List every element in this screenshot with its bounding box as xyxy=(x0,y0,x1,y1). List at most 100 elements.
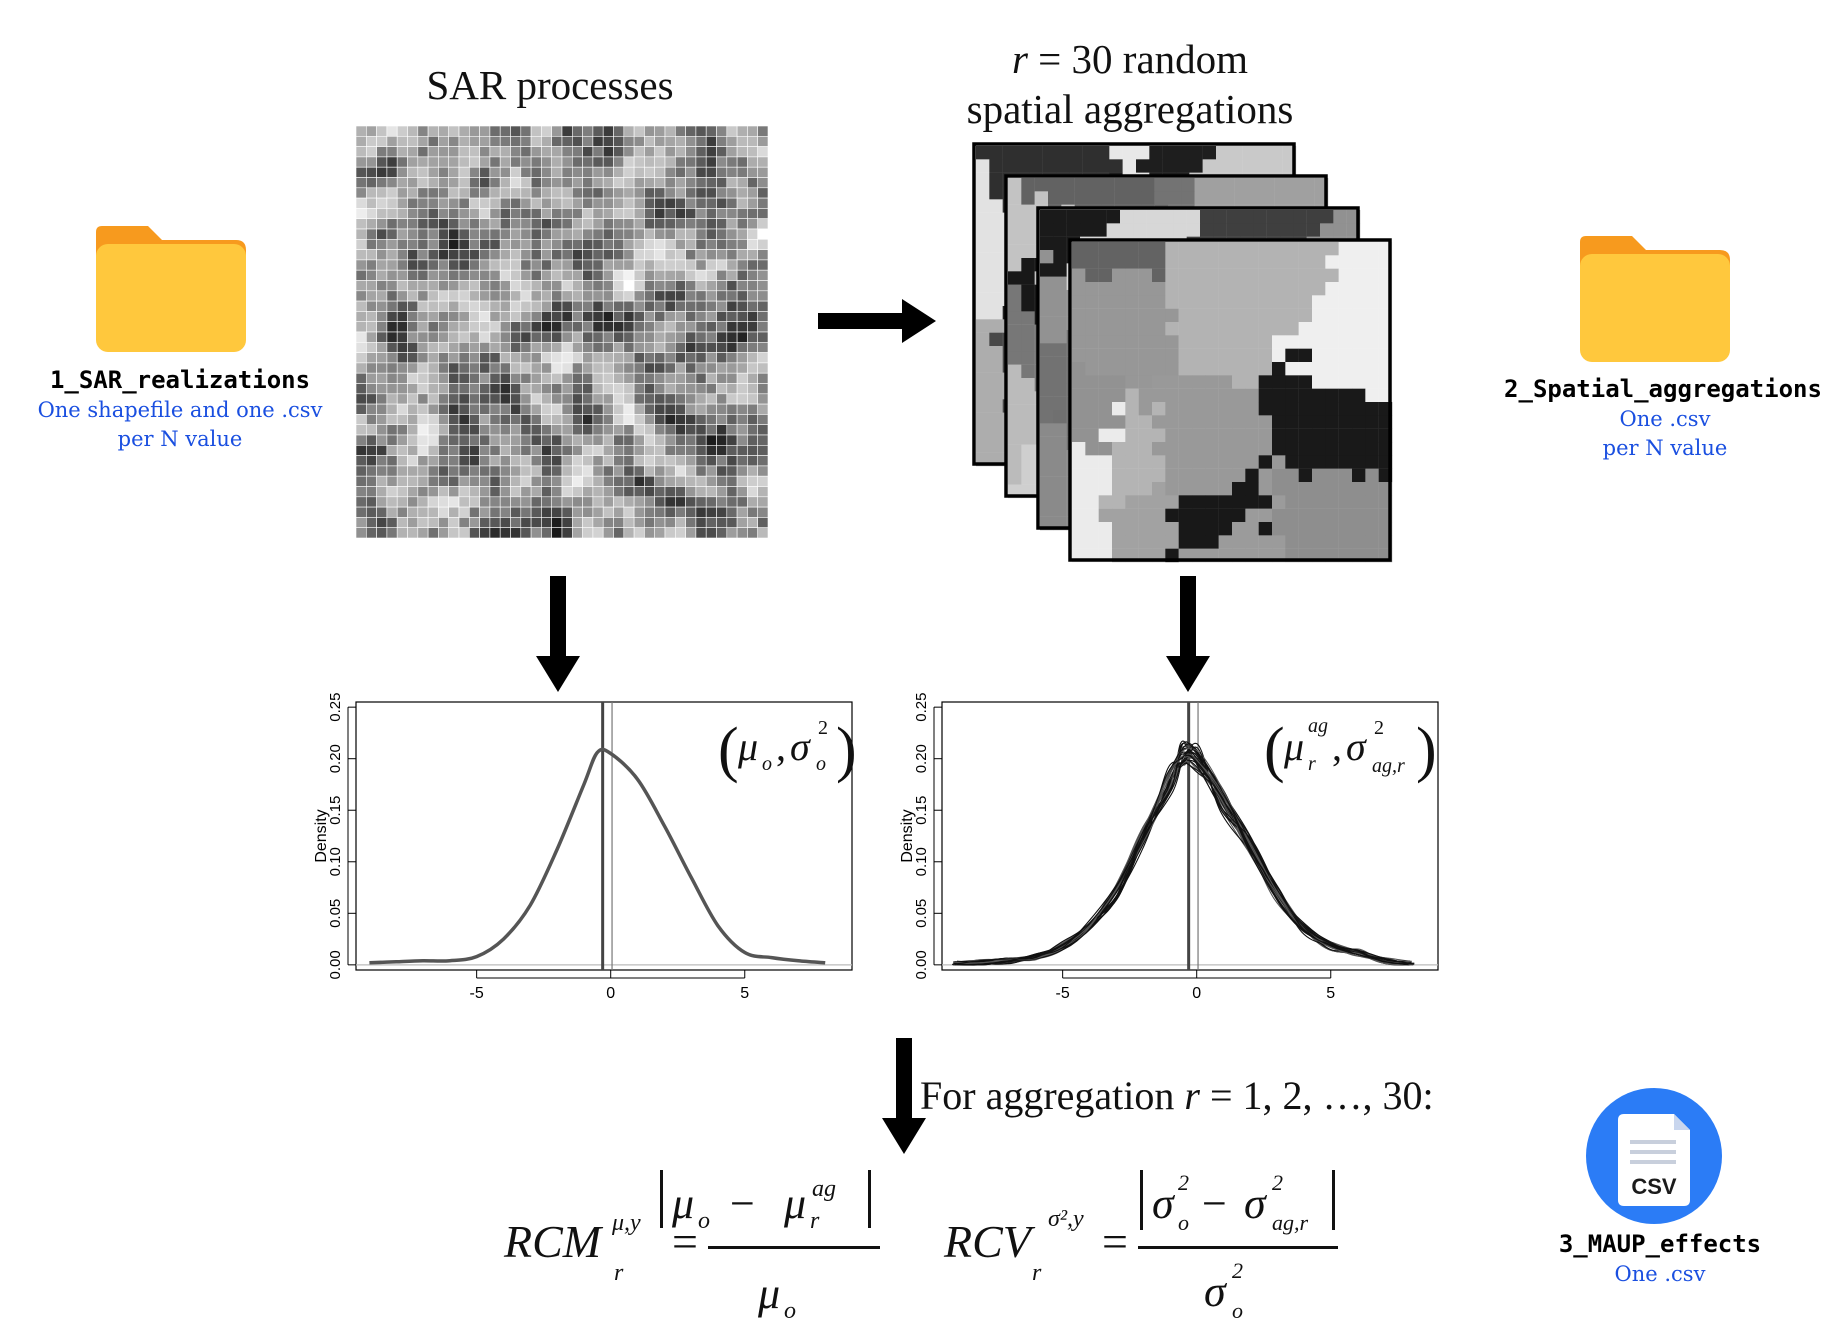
svg-text:(: ( xyxy=(1264,716,1285,784)
chart-annotation: ()μ o, σ 2o xyxy=(718,716,857,784)
svg-text:ag: ag xyxy=(1308,715,1328,737)
svg-text:−: − xyxy=(730,1179,755,1228)
formula-name: RCM xyxy=(503,1216,604,1267)
svg-text:μ: μ xyxy=(783,1179,806,1228)
arrow-down-icon xyxy=(1166,576,1210,692)
y-tick-label: 0.20 xyxy=(327,744,344,773)
formula-rcv: RCV σ²,y r σ 2 o σ 2 ag,r σ 2 o = − xyxy=(943,1170,1338,1323)
svg-text:2: 2 xyxy=(1232,1258,1243,1283)
folder-name-maup-effects: 3_MAUP_effects xyxy=(1558,1230,1762,1258)
formula-rcm: RCM μ,y r μ o μ r ag μ o = − xyxy=(503,1170,880,1324)
svg-text:o: o xyxy=(1232,1298,1243,1323)
x-tick-label: -5 xyxy=(470,985,484,1002)
y-tick-label: 0.05 xyxy=(327,899,344,928)
svg-text:σ: σ xyxy=(1204,1267,1228,1316)
y-tick-label: 0.10 xyxy=(913,847,930,876)
aggregation-map-stack xyxy=(972,142,1393,563)
csv-file-icon: CSV xyxy=(1586,1088,1722,1224)
folder-description: One .csv per N value xyxy=(1500,405,1830,463)
svg-text:=: = xyxy=(672,1216,698,1267)
arrow-down-icon xyxy=(882,1038,926,1154)
svg-text:): ) xyxy=(836,716,857,784)
y-tick-label: 0.05 xyxy=(913,899,930,928)
svg-text:μ: μ xyxy=(1283,724,1304,769)
formula-superscript: σ²,y xyxy=(1048,1206,1084,1232)
density-curve xyxy=(952,749,1409,966)
aggregation-map xyxy=(1068,238,1393,563)
aggregations-heading-text: = 30 random xyxy=(1027,36,1249,82)
density-curve xyxy=(369,747,826,965)
y-axis-label: Density xyxy=(313,809,330,862)
density-curve xyxy=(958,753,1414,966)
svg-text:o: o xyxy=(1178,1210,1189,1235)
svg-text:,: , xyxy=(776,724,786,769)
svg-text:o: o xyxy=(762,753,772,775)
folder-description-line: One .csv xyxy=(1619,407,1711,431)
svg-text:o: o xyxy=(784,1298,796,1324)
loop-caption: For aggregation r = 1, 2, …, 30: xyxy=(920,1072,1480,1119)
svg-text:σ: σ xyxy=(1346,724,1367,769)
aggregations-heading-line2: spatial aggregations xyxy=(966,86,1294,132)
y-tick-label: 0.00 xyxy=(913,950,930,979)
y-tick-label: 0.10 xyxy=(327,847,344,876)
x-tick-label: 5 xyxy=(1326,985,1335,1002)
svg-text:μ: μ xyxy=(671,1179,694,1228)
loop-caption-suffix: = 1, 2, …, 30: xyxy=(1199,1073,1434,1118)
x-tick-label: 0 xyxy=(1192,985,1201,1002)
y-tick-label: 0.00 xyxy=(327,950,344,979)
svg-text:o: o xyxy=(698,1208,710,1234)
svg-text:2: 2 xyxy=(1178,1170,1189,1195)
folder-description-line: One shapefile and one .csv xyxy=(37,398,323,422)
svg-text:σ: σ xyxy=(790,724,811,769)
x-tick-label: 0 xyxy=(606,985,615,1002)
y-tick-label: 0.15 xyxy=(327,796,344,825)
r-variable: r xyxy=(1011,36,1028,82)
y-tick-label: 0.25 xyxy=(327,693,344,722)
folder-icon xyxy=(1580,236,1730,362)
svg-text:ag,r: ag,r xyxy=(1272,1210,1309,1235)
svg-text:σ: σ xyxy=(1152,1179,1176,1228)
x-tick-label: -5 xyxy=(1056,985,1070,1002)
y-tick-label: 0.15 xyxy=(913,796,930,825)
folder-description-line: per N value xyxy=(1602,436,1728,460)
svg-text:σ: σ xyxy=(1244,1179,1268,1228)
formula-name: RCV xyxy=(943,1216,1036,1267)
svg-text:=: = xyxy=(1102,1216,1128,1267)
r-variable: r xyxy=(1184,1073,1200,1118)
svg-text:2: 2 xyxy=(1272,1170,1283,1195)
folder-description: One shapefile and one .csv per N value xyxy=(10,396,350,454)
svg-text:o: o xyxy=(816,753,826,775)
folder-name-spatial-aggregations: 2_Spatial_aggregations xyxy=(1504,375,1822,403)
svg-text:ag: ag xyxy=(812,1176,836,1202)
svg-text:μ: μ xyxy=(757,1269,780,1318)
formula-subscript: r xyxy=(614,1260,624,1286)
formula-superscript: μ,y xyxy=(611,1210,641,1236)
y-axis-label: Density xyxy=(899,809,916,862)
svg-text:): ) xyxy=(1416,716,1437,784)
y-tick-label: 0.25 xyxy=(913,693,930,722)
sar-processes-heading: SAR processes xyxy=(426,62,674,108)
svg-text:2: 2 xyxy=(818,717,828,739)
folder-icon xyxy=(96,226,246,352)
folder-name-sar-realizations: 1_SAR_realizations xyxy=(49,366,311,394)
svg-text:(: ( xyxy=(718,716,739,784)
density-curve xyxy=(956,759,1415,966)
svg-text:ag,r: ag,r xyxy=(1372,755,1405,777)
aggregations-heading-line1: r = 30 random xyxy=(920,34,1340,84)
formula-subscript: r xyxy=(1032,1260,1042,1286)
svg-text:r: r xyxy=(810,1208,820,1234)
svg-text:−: − xyxy=(1202,1179,1227,1228)
loop-caption-prefix: For aggregation xyxy=(920,1073,1185,1118)
svg-text:,: , xyxy=(1332,724,1342,769)
svg-text:2: 2 xyxy=(1374,717,1384,739)
csv-badge-text: CSV xyxy=(1631,1174,1677,1199)
arrow-right-icon xyxy=(818,299,936,343)
x-tick-label: 5 xyxy=(740,985,749,1002)
arrow-down-icon xyxy=(536,576,580,692)
svg-text:μ: μ xyxy=(737,724,758,769)
folder-description-line: per N value xyxy=(117,427,243,451)
aggregations-heading: r = 30 random spatial aggregations xyxy=(920,34,1340,134)
